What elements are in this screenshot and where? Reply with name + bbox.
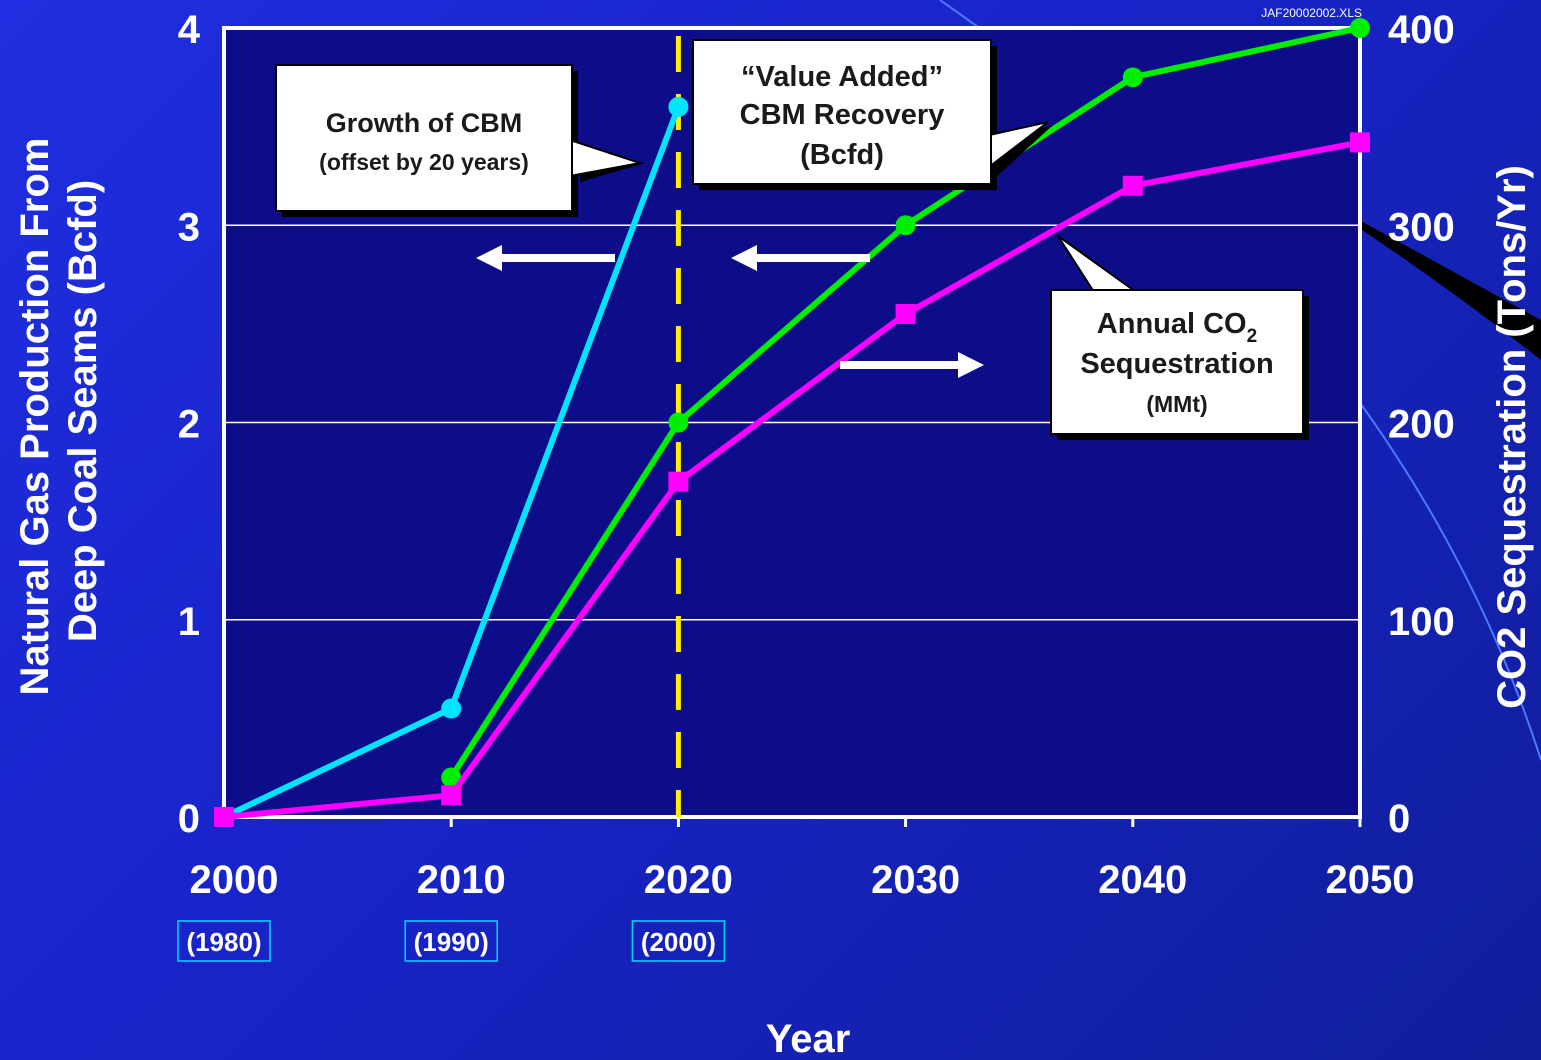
svg-text:(2000): (2000)	[641, 927, 716, 957]
y-tick-label: 4	[178, 8, 201, 52]
plot-frame	[222, 26, 1362, 819]
left-axis-arrow-1	[476, 245, 615, 271]
x-tick-label: 2010	[417, 858, 506, 902]
callout-value-added-line3: (Bcfd)	[800, 139, 884, 171]
point-growth-cbm-2020	[668, 96, 689, 117]
x-sub-label: (1980)	[177, 920, 271, 962]
point-value-added-cbm-2030	[895, 215, 916, 236]
point-co2-sequestration-2010	[441, 785, 462, 806]
callout-value-added: “Value Added” CBM Recovery (Bcfd)	[692, 39, 1053, 190]
right-axis-labels: 0 100 200 300 400	[1388, 8, 1455, 841]
svg-text:(1980): (1980)	[186, 927, 261, 957]
callout-growth-line2: (offset by 20 years)	[319, 149, 529, 175]
x-tick-label: 2000	[190, 858, 279, 902]
x-tick-label: 2020	[644, 858, 733, 902]
x-tick-label: 2040	[1098, 858, 1187, 902]
y2-tick-label: 0	[1388, 797, 1410, 841]
y-axis-title-line2: Deep Coal Seams (Bcfd)	[61, 180, 105, 642]
series-line-co2-sequestration	[223, 139, 1361, 820]
x-sub-label: (1990)	[404, 920, 498, 962]
callout-co2-line2: Sequestration	[1080, 348, 1273, 380]
callout-growth-of-cbm: Growth of CBM (offset by 20 years)	[275, 64, 645, 217]
point-co2-sequestration-2050	[1350, 132, 1370, 153]
right-axis-arrow	[840, 352, 984, 378]
callout-co2-sequestration: Annual CO2 Sequestration (MMt)	[1050, 235, 1309, 440]
x-sub-label: (2000)	[631, 920, 726, 962]
y-tick-label: 1	[178, 600, 200, 644]
point-co2-sequestration-2000	[214, 807, 234, 827]
y-tick-label: 2	[178, 403, 200, 447]
x-tick-label: 2030	[871, 858, 960, 902]
y2-tick-label: 200	[1388, 403, 1455, 447]
point-co2-sequestration-2030	[895, 304, 916, 325]
point-value-added-cbm-2050	[1350, 18, 1370, 38]
x-axis-labels: 2000 2010 2020 2030 2040 2050	[190, 858, 1415, 902]
left-axis-labels: 0 1 2 3 4	[178, 8, 201, 841]
y-tick-label: 0	[178, 797, 200, 841]
callout-value-added-line1: “Value Added”	[741, 61, 943, 93]
y2-tick-label: 100	[1388, 600, 1455, 644]
y-axis-title: Natural Gas Production From Deep Coal Se…	[13, 127, 105, 696]
y2-tick-label: 300	[1388, 205, 1455, 249]
point-co2-sequestration-2040	[1122, 175, 1143, 196]
file-label: JAF20002002.XLS	[1261, 6, 1362, 20]
y2-tick-label: 400	[1388, 8, 1455, 52]
svg-text:(1990): (1990)	[414, 927, 489, 957]
x-axis-title: Year	[766, 1017, 851, 1060]
point-growth-cbm-2010	[441, 698, 462, 719]
point-value-added-cbm-2010	[441, 767, 462, 788]
series-layer	[214, 18, 1370, 827]
left-axis-arrow-2	[731, 245, 870, 271]
point-value-added-cbm-2020	[668, 412, 689, 433]
y-tick-label: 3	[178, 205, 200, 249]
callout-value-added-line2: CBM Recovery	[740, 99, 945, 131]
y2-axis-title: CO2 Sequestration (Tons/Yr)	[1490, 165, 1534, 709]
x-tick-label: 2050	[1326, 858, 1415, 902]
y-axis-title-line1: Natural Gas Production From	[13, 138, 57, 696]
callout-co2-line1: Annual CO2	[1097, 308, 1257, 347]
point-value-added-cbm-2040	[1122, 67, 1143, 88]
x-axis-sub-labels: (1980) (1990) (2000)	[177, 920, 726, 962]
callout-co2-line3: (MMt)	[1146, 391, 1207, 417]
callout-growth-line1: Growth of CBM	[326, 108, 522, 138]
point-co2-sequestration-2020	[668, 471, 689, 492]
